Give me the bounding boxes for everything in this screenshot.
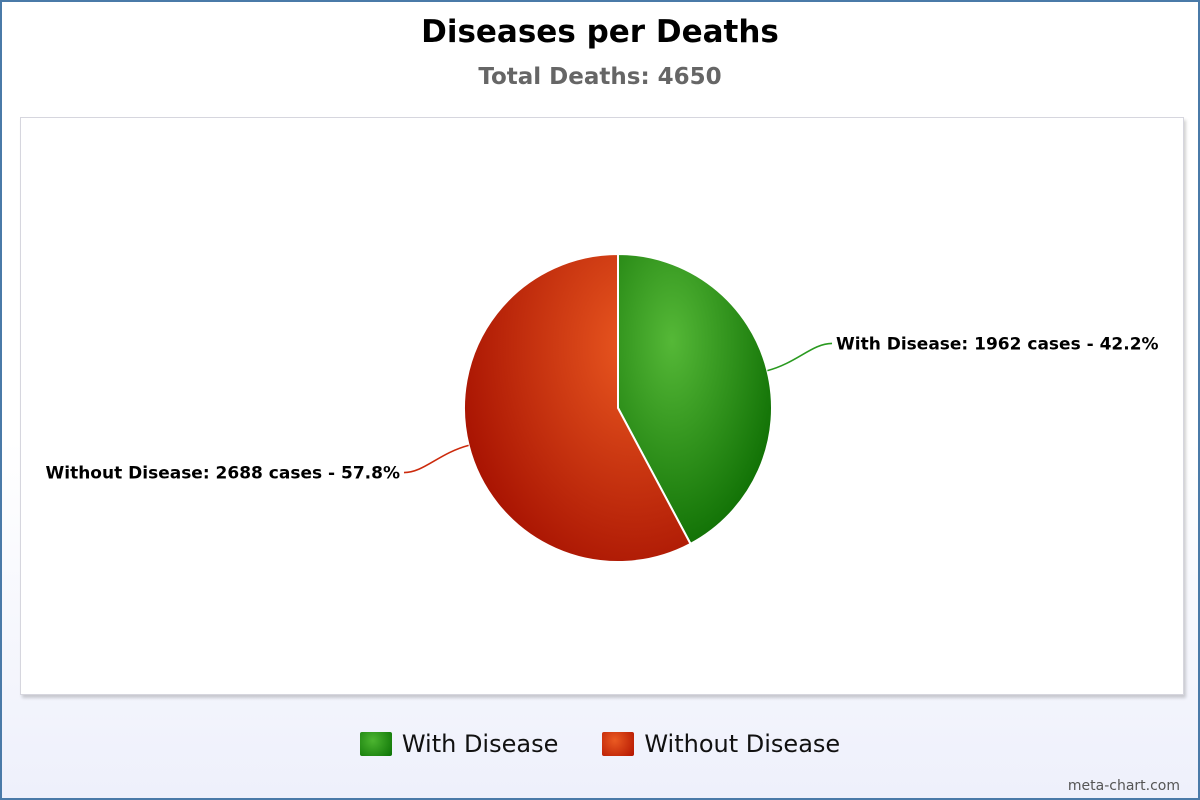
pie-chart: With Disease: 1962 cases - 42.2% Without … [46,253,1159,563]
legend-item-without-disease[interactable]: Without Disease [602,730,840,758]
legend-label-with-disease: With Disease [401,730,559,758]
data-label-without-disease: Without Disease: 2688 cases - 57.8% [46,464,400,484]
plot-area: With Disease: 1962 cases - 42.2% Without … [20,117,1184,695]
chart-title: Diseases per Deaths [421,14,779,50]
chart-subtitle: Total Deaths: 4650 [478,64,722,90]
connector-with-disease [767,342,833,372]
legend-swatch-without-disease [602,732,635,756]
connector-without-disease [403,444,469,474]
credit-text: meta-chart.com [1067,778,1180,794]
legend-swatch-with-disease [359,732,392,756]
legend-item-with-disease[interactable]: With Disease [359,730,559,758]
legend: With Disease Without Disease [2,730,1198,758]
data-label-with-disease: With Disease: 1962 cases - 42.2% [836,334,1159,354]
pie-slice-with-disease[interactable] [617,253,773,545]
pie-slice-without-disease[interactable] [463,253,692,563]
legend-label-without-disease: Without Disease [644,730,841,758]
